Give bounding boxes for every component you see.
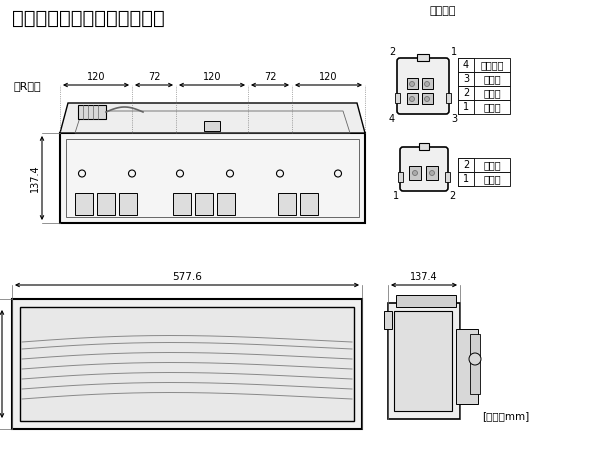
Circle shape	[409, 97, 415, 101]
Text: 120: 120	[203, 72, 221, 82]
Text: 1: 1	[463, 102, 469, 112]
Bar	[119, 193, 137, 215]
Bar	[407, 93, 418, 104]
Bar	[458, 158, 474, 172]
Bar	[409, 166, 421, 180]
Circle shape	[425, 97, 430, 101]
Circle shape	[425, 81, 430, 87]
FancyBboxPatch shape	[397, 58, 449, 114]
Bar	[394, 311, 452, 411]
Text: 2: 2	[449, 191, 455, 201]
Text: 1: 1	[451, 47, 457, 57]
Bar	[458, 172, 510, 186]
Bar	[20, 307, 354, 421]
Bar	[97, 193, 115, 215]
Bar	[458, 100, 510, 114]
FancyBboxPatch shape	[400, 147, 448, 191]
Bar	[446, 93, 451, 103]
Bar	[384, 311, 392, 329]
Text: 〈寸法図：歌舞伎デザイン〉: 〈寸法図：歌舞伎デザイン〉	[12, 9, 165, 28]
Circle shape	[430, 171, 434, 176]
Bar	[398, 172, 403, 182]
Bar	[458, 86, 474, 100]
Text: 120: 120	[87, 72, 105, 82]
Bar	[388, 303, 460, 419]
Text: 1: 1	[393, 191, 399, 201]
Bar	[204, 121, 220, 131]
Bar	[458, 158, 510, 172]
Bar	[458, 172, 474, 186]
Text: 2: 2	[463, 88, 469, 98]
Text: ストップ: ストップ	[480, 60, 504, 70]
Text: 3: 3	[451, 114, 457, 124]
Bar	[12, 299, 362, 429]
Bar	[445, 172, 450, 182]
Bar	[458, 58, 474, 72]
Bar	[78, 105, 106, 119]
Bar	[395, 93, 400, 103]
Bar	[458, 100, 474, 114]
Bar	[458, 86, 510, 100]
Bar	[75, 193, 93, 215]
Bar	[195, 193, 213, 215]
Text: 2: 2	[463, 160, 469, 170]
Circle shape	[409, 81, 415, 87]
Text: 188.7: 188.7	[0, 350, 1, 378]
Text: 577.6: 577.6	[172, 272, 202, 282]
Circle shape	[413, 171, 418, 176]
Circle shape	[469, 353, 481, 365]
Text: 137.4: 137.4	[410, 272, 438, 282]
Bar	[173, 193, 191, 215]
Bar	[422, 93, 433, 104]
Text: アース: アース	[483, 160, 501, 170]
Bar	[470, 334, 480, 394]
Text: バック: バック	[483, 174, 501, 184]
Text: 3: 3	[463, 74, 469, 84]
Text: コネクタ: コネクタ	[430, 6, 457, 16]
Bar	[458, 58, 510, 72]
Bar	[458, 72, 510, 86]
Bar	[66, 139, 359, 217]
Bar	[456, 329, 478, 404]
Text: ターン: ターン	[483, 102, 501, 112]
Text: 4: 4	[389, 114, 395, 124]
Bar	[419, 143, 429, 150]
Bar	[422, 78, 433, 89]
Polygon shape	[60, 103, 365, 133]
Bar	[407, 78, 418, 89]
Bar	[396, 295, 456, 307]
Text: 120: 120	[319, 72, 338, 82]
Text: [単位：mm]: [単位：mm]	[482, 411, 529, 421]
Text: テール: テール	[483, 74, 501, 84]
Text: 2: 2	[389, 47, 395, 57]
Text: アース: アース	[483, 88, 501, 98]
Bar	[60, 133, 365, 223]
Text: 137.4: 137.4	[30, 164, 40, 192]
Bar	[278, 193, 296, 215]
Text: 4: 4	[463, 60, 469, 70]
Text: （R側）: （R側）	[14, 81, 41, 91]
Bar	[458, 72, 474, 86]
Bar	[426, 166, 438, 180]
Text: 72: 72	[148, 72, 160, 82]
Bar	[217, 193, 235, 215]
Text: 1: 1	[463, 174, 469, 184]
Bar	[300, 193, 318, 215]
Bar	[417, 54, 429, 61]
Text: 72: 72	[264, 72, 276, 82]
